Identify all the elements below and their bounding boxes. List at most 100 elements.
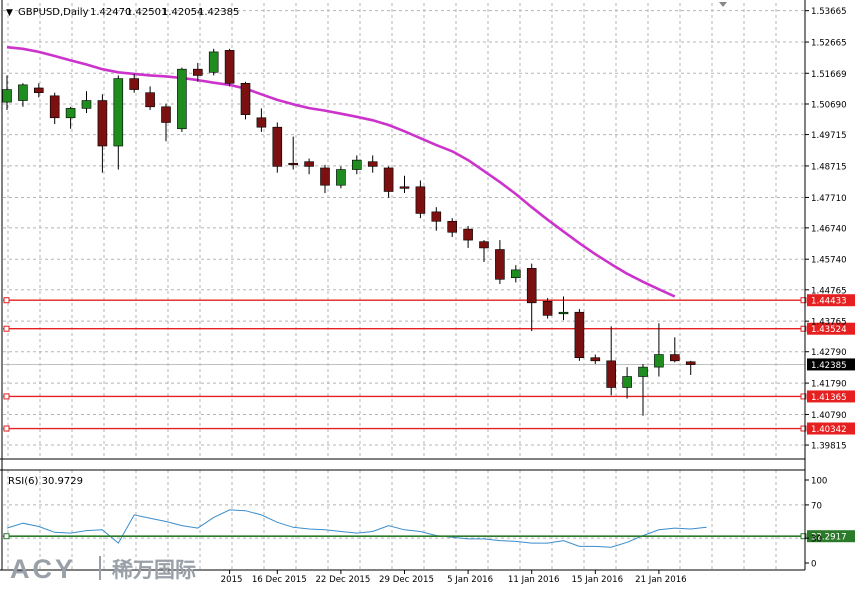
bear-candle-body bbox=[367, 161, 378, 167]
candle bbox=[654, 323, 664, 377]
candle bbox=[526, 263, 537, 332]
candle bbox=[558, 296, 569, 321]
level-price-tag bbox=[807, 322, 855, 335]
candle bbox=[685, 360, 696, 375]
candle bbox=[542, 298, 553, 319]
bull-candle-body bbox=[336, 169, 346, 186]
candle bbox=[383, 166, 394, 198]
candles bbox=[2, 48, 696, 416]
level-price-label: 1.40342 bbox=[811, 425, 847, 435]
price-tick-label: 1.41790 bbox=[811, 380, 847, 390]
time-tick-label: 16 Dec 2015 bbox=[252, 575, 307, 585]
chart-menu-icon[interactable]: ▼ bbox=[6, 8, 13, 18]
rsi-tick-label: 70 bbox=[811, 501, 822, 511]
candle bbox=[193, 62, 203, 82]
time-tick-label: 29 Dec 2015 bbox=[379, 575, 434, 585]
bull-candle-body bbox=[177, 68, 187, 130]
symbol-label: GBPUSD,Daily bbox=[18, 7, 89, 18]
candle bbox=[224, 48, 235, 87]
level-price-tag bbox=[807, 390, 855, 403]
candle bbox=[669, 337, 680, 363]
candle bbox=[208, 48, 219, 76]
rsi-indicator: 32.2917 bbox=[3, 509, 855, 548]
bull-candle-body bbox=[638, 366, 648, 377]
candle bbox=[113, 75, 124, 170]
bear-candle-body bbox=[320, 167, 330, 186]
bear-candle-body bbox=[669, 354, 680, 362]
rsi-line bbox=[6, 509, 707, 548]
watermark-cjk: 稀万国际 bbox=[112, 558, 196, 582]
time-tick-label: 22 Dec 2015 bbox=[315, 575, 370, 585]
price-tick-label: 1.47710 bbox=[811, 194, 847, 204]
watermark-latin: ACY bbox=[10, 554, 76, 584]
bear-candle-body bbox=[97, 100, 108, 147]
candle bbox=[399, 175, 410, 194]
candle bbox=[510, 265, 521, 283]
candle bbox=[590, 354, 601, 364]
price-tick-label: 1.50690 bbox=[811, 100, 847, 110]
ohlc-low: 1.42054 bbox=[162, 7, 203, 18]
price-tick-label: 1.49715 bbox=[811, 131, 847, 141]
bear-candle-body bbox=[606, 360, 617, 388]
candle bbox=[351, 155, 362, 175]
price-tick-label: 1.39815 bbox=[811, 442, 847, 452]
time-tick-label: 5 Jan 2016 bbox=[447, 575, 493, 585]
candle bbox=[2, 75, 12, 110]
bull-candle-body bbox=[2, 89, 12, 103]
bear-candle-body bbox=[447, 220, 458, 233]
bear-candle-body bbox=[685, 361, 696, 365]
candle bbox=[336, 166, 346, 189]
price-tick-label: 1.46740 bbox=[811, 224, 847, 234]
candle bbox=[161, 103, 171, 142]
level-right-handle bbox=[800, 425, 807, 432]
price-tick-label: 1.40790 bbox=[811, 411, 847, 421]
rsi-level-left-handle bbox=[3, 533, 10, 540]
candle bbox=[606, 326, 617, 396]
price-tick-label: 1.45740 bbox=[811, 256, 847, 266]
candle bbox=[97, 94, 108, 173]
bull-candle-body bbox=[81, 100, 92, 109]
price-tick-label: 1.51669 bbox=[811, 70, 847, 80]
chart-shift-marker-icon[interactable] bbox=[719, 2, 727, 7]
ohlc-high: 1.42501 bbox=[126, 7, 167, 18]
candle bbox=[320, 164, 330, 194]
candle bbox=[622, 367, 632, 399]
bear-candle-body bbox=[574, 311, 585, 359]
bear-candle-body bbox=[495, 249, 505, 280]
bear-candle-body bbox=[272, 126, 283, 167]
rsi-tick-label: 0 bbox=[811, 560, 816, 570]
bull-candle-body bbox=[654, 354, 664, 368]
bear-candle-body bbox=[479, 241, 489, 249]
moving-average bbox=[6, 45, 676, 298]
level-price-label: 1.41365 bbox=[811, 393, 847, 403]
current-price-label: 1.42385 bbox=[811, 361, 847, 371]
ohlc-close: 1.42385 bbox=[198, 7, 239, 18]
bull-candle-body bbox=[113, 78, 124, 147]
bull-candle-body bbox=[558, 311, 569, 315]
rsi-label: RSI(6) 30.9729 bbox=[8, 476, 83, 487]
time-tick-label: 21 Jan 2016 bbox=[635, 575, 687, 585]
candle bbox=[463, 225, 473, 248]
bear-candle-body bbox=[129, 78, 139, 90]
candle bbox=[574, 309, 585, 361]
level-left-handle bbox=[3, 393, 10, 400]
bull-candle-body bbox=[622, 376, 632, 388]
bear-candle-body bbox=[224, 50, 235, 84]
bear-candle-body bbox=[33, 87, 44, 93]
ohlc-open: 1.42470 bbox=[90, 7, 131, 18]
candle bbox=[65, 106, 76, 129]
level-left-handle bbox=[3, 297, 10, 304]
bear-candle-body bbox=[256, 117, 267, 128]
candle bbox=[304, 158, 314, 175]
rsi-level-label: 32.2917 bbox=[811, 533, 847, 543]
candle bbox=[367, 155, 378, 173]
bear-candle-body bbox=[161, 106, 171, 123]
candle bbox=[431, 207, 442, 231]
rsi-level-tag bbox=[807, 530, 855, 543]
level-price-tag bbox=[807, 422, 855, 435]
bear-candle-body bbox=[431, 211, 442, 222]
rsi-level-right-handle bbox=[800, 533, 807, 540]
price-tick-label: 1.42790 bbox=[811, 348, 847, 358]
